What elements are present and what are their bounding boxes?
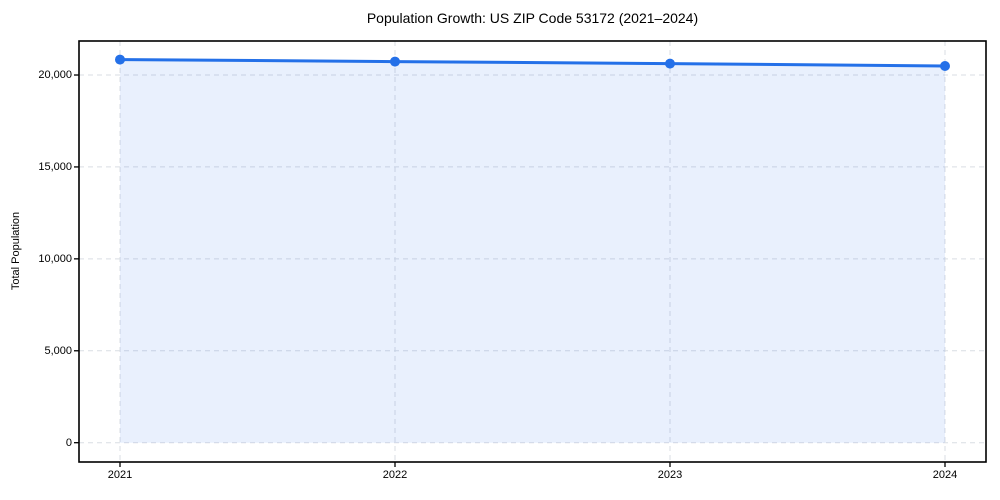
data-point-marker <box>115 54 125 65</box>
axes-spines <box>78 40 987 463</box>
plot-area <box>74 40 987 467</box>
data-point-marker <box>665 58 675 69</box>
x-tick-label: 2023 <box>657 469 683 481</box>
x-tick-label: 2021 <box>107 469 133 481</box>
y-tick-label: 5,000 <box>44 344 72 357</box>
data-point-marker <box>940 61 950 72</box>
chart-title: Population Growth: US ZIP Code 53172 (20… <box>366 10 699 26</box>
y-tick-label: 15,000 <box>38 160 72 173</box>
y-tick-label: 0 <box>65 436 72 449</box>
plot-canvas <box>74 40 987 467</box>
series-line <box>118 58 947 68</box>
x-tick-label: 2022 <box>382 469 408 481</box>
series-area-fill <box>120 59 945 443</box>
x-tick-label: 2024 <box>932 469 958 481</box>
y-axis-label: Total Population <box>10 211 22 291</box>
data-point-marker <box>390 56 400 67</box>
y-tick-label: 20,000 <box>38 69 72 81</box>
y-tick-label: 10,000 <box>38 252 72 265</box>
